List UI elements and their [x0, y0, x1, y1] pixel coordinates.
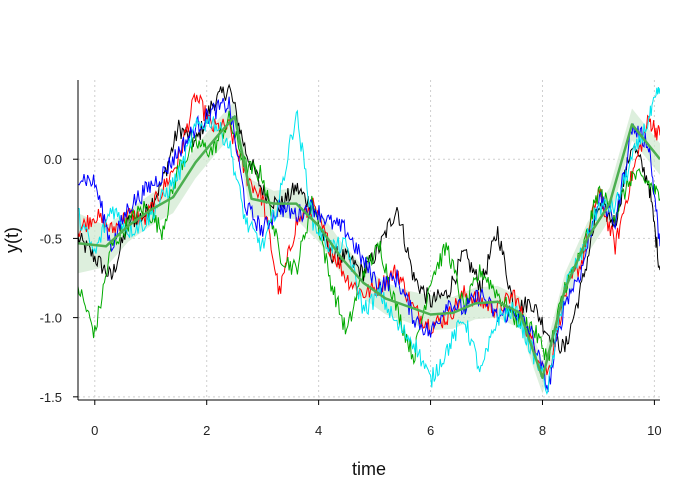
grid: [78, 80, 660, 400]
y-tick-label: 0.0: [44, 152, 62, 167]
x-tick-label: 8: [539, 423, 546, 438]
x-tick-label: 6: [427, 423, 434, 438]
series-line-1: [78, 83, 660, 355]
y-tick-label: -1.0: [40, 311, 62, 326]
x-tick-label: 4: [315, 423, 322, 438]
y-tick-label: -0.5: [40, 231, 62, 246]
x-axis-title: time: [352, 459, 386, 479]
y-tick-label: -1.5: [40, 390, 62, 405]
confidence-band-area: [78, 100, 660, 394]
trend-line: [78, 115, 660, 380]
confidence-band: [78, 100, 660, 394]
y-axis-title: y(t): [2, 227, 22, 253]
series-line-3: [78, 110, 660, 366]
series-line-5: [78, 87, 660, 395]
series-lines: [78, 83, 660, 395]
x-tick-label: 0: [91, 423, 98, 438]
trend-line-path: [78, 115, 660, 380]
axes: 0 2 4 6 8 10 0.0 -0.5 -1.0 -1.5: [40, 80, 662, 438]
x-tick-label: 2: [203, 423, 210, 438]
x-tick-label: 10: [647, 423, 661, 438]
series-line-4: [78, 96, 660, 393]
series-line-2: [78, 92, 660, 376]
